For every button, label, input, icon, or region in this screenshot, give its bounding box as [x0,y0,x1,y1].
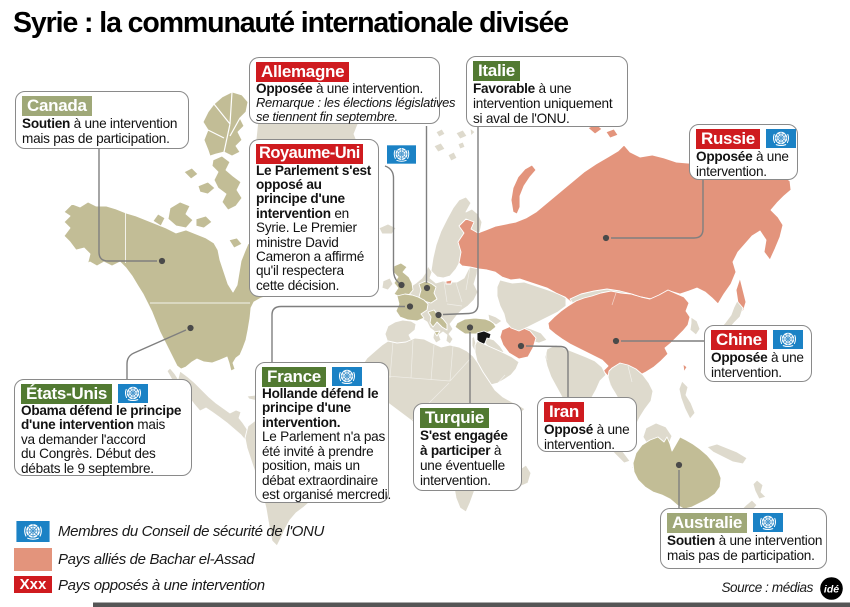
svg-text:idé: idé [824,584,839,596]
